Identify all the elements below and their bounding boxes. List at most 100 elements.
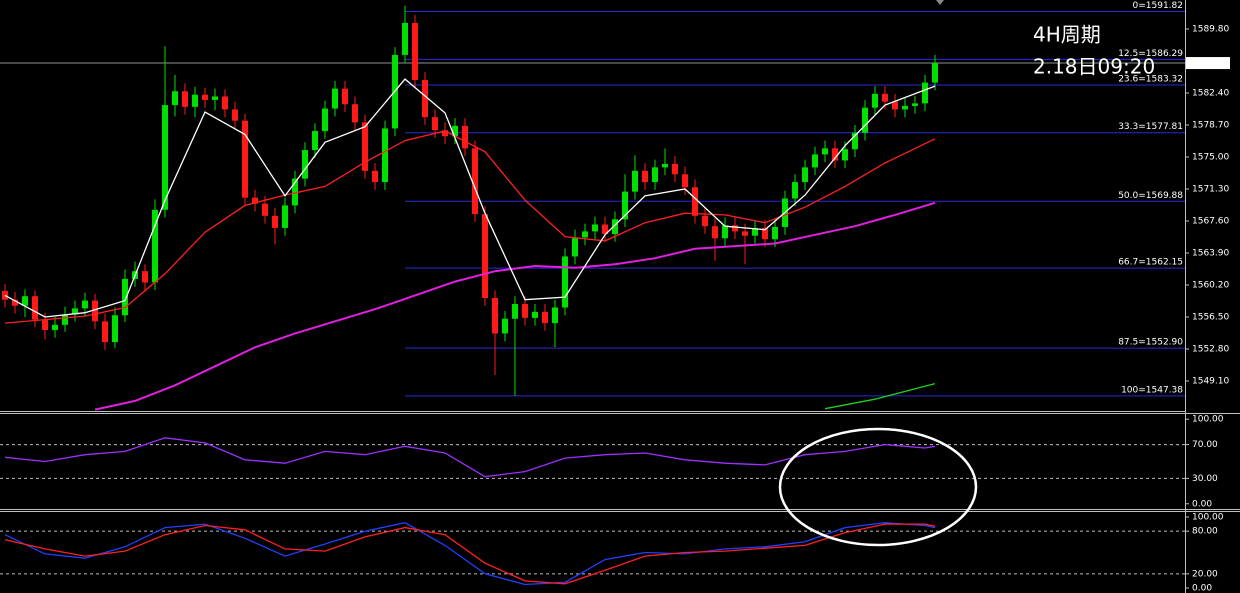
candle-body xyxy=(42,319,48,330)
candle-body xyxy=(2,291,8,300)
last-price-label: 1585.86 xyxy=(1192,59,1229,69)
candle-body xyxy=(32,296,38,320)
candle-body xyxy=(262,203,268,216)
y-tick-label: 1567.60 xyxy=(1192,217,1229,227)
candle-body xyxy=(252,197,258,204)
candle-body xyxy=(652,167,658,183)
candle-body xyxy=(722,225,728,239)
candle-body xyxy=(582,231,588,238)
candle-body xyxy=(862,107,868,133)
candle-body xyxy=(92,300,98,322)
candle-body xyxy=(852,132,858,150)
candle-body xyxy=(812,154,818,168)
candle-body xyxy=(22,296,28,306)
candle-body xyxy=(302,150,308,179)
fib-label: 100=1547.38 xyxy=(1121,385,1183,395)
candle-body xyxy=(412,22,418,81)
candle-body xyxy=(112,315,118,343)
y-tick-label: 20.00 xyxy=(1192,569,1218,579)
fib-label: 50.0=1569.88 xyxy=(1118,191,1183,201)
candle-body xyxy=(702,215,708,227)
indicator-line xyxy=(4,437,936,478)
candle-body xyxy=(142,271,148,283)
candle-body xyxy=(922,82,928,104)
y-tick-label: 1556.50 xyxy=(1192,313,1229,323)
candle-body xyxy=(532,311,538,318)
candle-body xyxy=(272,215,278,228)
candle-body xyxy=(362,122,368,171)
y-tick-label: 1578.70 xyxy=(1192,120,1229,130)
fib-label: 33.3=1577.81 xyxy=(1118,122,1183,132)
candle-body xyxy=(192,94,198,107)
fib-label: 66.7=1562.15 xyxy=(1118,258,1183,268)
candle-body xyxy=(602,224,608,234)
candle-body xyxy=(172,91,178,106)
fib-label: 12.5=1586.29 xyxy=(1118,49,1183,59)
candle-body xyxy=(572,237,578,257)
indicator-line xyxy=(4,522,936,586)
candle-body xyxy=(592,224,598,232)
candle-body xyxy=(882,93,888,102)
y-tick-label: 100.00 xyxy=(1192,512,1224,522)
candle-body xyxy=(802,167,808,183)
candle-body xyxy=(822,148,828,155)
candle-body xyxy=(212,96,218,100)
candle-body xyxy=(472,148,478,215)
candle-body xyxy=(82,300,88,309)
indicator-line xyxy=(4,130,936,324)
y-tick-label: 1560.20 xyxy=(1192,281,1229,291)
y-tick-label: 1582.40 xyxy=(1192,88,1229,98)
candle-body xyxy=(872,93,878,108)
candle-body xyxy=(62,314,68,325)
candle-body xyxy=(122,278,128,316)
candle-body xyxy=(682,174,688,188)
candle-body xyxy=(912,103,918,106)
indicator-line xyxy=(4,523,936,585)
candle-body xyxy=(72,308,78,315)
candle-body xyxy=(162,105,168,210)
candle-body xyxy=(842,149,848,161)
candle-body xyxy=(902,105,908,110)
candle-body xyxy=(542,311,548,324)
candle-body xyxy=(632,170,638,192)
y-tick-label: 0.00 xyxy=(1192,584,1212,593)
y-tick-label: 1589.80 xyxy=(1192,24,1229,34)
candle-body xyxy=(372,170,378,183)
candle-body xyxy=(502,318,508,334)
scroll-marker xyxy=(936,0,944,5)
candle-body xyxy=(462,125,468,149)
fib-label: 0=1591.82 xyxy=(1133,1,1183,11)
candle-body xyxy=(692,187,698,216)
candle-body xyxy=(752,227,758,236)
y-tick-label: 30.00 xyxy=(1192,474,1218,484)
candle-body xyxy=(932,63,938,83)
candle-body xyxy=(332,88,338,109)
candle-body xyxy=(322,108,328,132)
annotation: 4H周期 xyxy=(1033,23,1101,47)
last-price-box xyxy=(1186,57,1230,70)
indicator-line xyxy=(824,382,936,410)
y-tick-label: 0.00 xyxy=(1192,499,1212,509)
candle-body xyxy=(712,226,718,239)
y-tick-label: 1571.30 xyxy=(1192,184,1229,194)
y-tick-label: 1575.00 xyxy=(1192,152,1229,162)
y-tick-label: 1563.90 xyxy=(1192,249,1229,259)
candle-body xyxy=(742,231,748,236)
y-tick-label: 100.00 xyxy=(1192,415,1224,425)
candle-body xyxy=(432,117,438,131)
candle-body xyxy=(482,214,488,298)
candle-body xyxy=(402,22,408,55)
candle-body xyxy=(232,109,238,121)
candle-body xyxy=(452,125,458,137)
candle-body xyxy=(552,307,558,324)
candle-body xyxy=(732,225,738,232)
candle-body xyxy=(222,96,228,110)
candle-body xyxy=(442,130,448,137)
candle-body xyxy=(352,104,358,123)
y-tick-label: 70.00 xyxy=(1192,440,1218,450)
candle-body xyxy=(792,182,798,199)
candle-body xyxy=(762,227,768,240)
